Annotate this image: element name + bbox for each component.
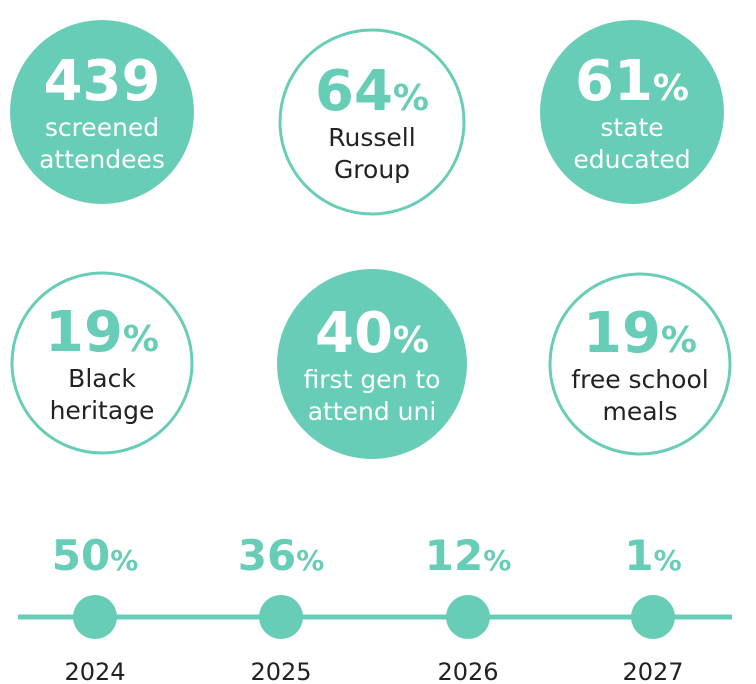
timeline-number: 12	[425, 531, 483, 580]
stat-number: 40	[315, 301, 393, 366]
stat-value: 19%	[583, 301, 697, 366]
stat-unit: %	[393, 78, 429, 119]
stat-unit: %	[661, 320, 697, 361]
stat-number: 64	[315, 59, 393, 124]
timeline-year: 2027	[622, 658, 683, 684]
timeline-unit: %	[654, 544, 682, 577]
timeline-value: 50%	[52, 531, 139, 580]
timeline-dot	[259, 595, 303, 639]
stat-unit: %	[393, 320, 429, 361]
stat-value: 439	[44, 49, 161, 114]
stat-number: 439	[44, 49, 161, 114]
timeline-value: 1%	[624, 531, 681, 580]
stat-value: 61%	[575, 49, 689, 114]
timeline-unit: %	[296, 544, 324, 577]
stat-unit: %	[123, 319, 159, 360]
stat-label: first gen to	[304, 365, 441, 394]
timeline-number: 50	[52, 531, 110, 580]
timeline-dot	[73, 595, 117, 639]
stat-label: attendees	[39, 145, 165, 174]
timeline-year: 2024	[64, 658, 125, 684]
timeline-year: 2026	[437, 658, 498, 684]
stat-label: Russell	[328, 123, 415, 152]
stat-label: Group	[334, 155, 410, 184]
stat-label: heritage	[50, 396, 155, 425]
stat-label: state	[600, 113, 663, 142]
stat-label: attend uni	[308, 397, 437, 426]
stat-label: free school	[571, 365, 708, 394]
stat-number: 19	[45, 300, 123, 365]
timeline-dot	[446, 595, 490, 639]
stat-value: 64%	[315, 59, 429, 124]
timeline-year: 2025	[250, 658, 311, 684]
stat-circle	[540, 20, 724, 204]
stat-label: Black	[68, 364, 136, 393]
timeline-dot	[631, 595, 675, 639]
stat-number: 19	[583, 301, 661, 366]
stat-circle	[10, 20, 194, 204]
timeline-value: 12%	[425, 531, 512, 580]
timeline-number: 36	[238, 531, 296, 580]
stat-value: 19%	[45, 300, 159, 365]
stat-circle	[278, 28, 466, 216]
stat-number: 61	[575, 49, 653, 114]
stat-label: educated	[573, 145, 690, 174]
timeline-unit: %	[110, 544, 138, 577]
stat-circle	[10, 271, 194, 455]
stat-circle	[548, 272, 732, 456]
timeline-number: 1	[624, 531, 653, 580]
stat-unit: %	[653, 68, 689, 109]
timeline-value: 36%	[238, 531, 325, 580]
stat-label: meals	[602, 397, 677, 426]
stat-value: 40%	[315, 301, 429, 366]
stat-label: screened	[45, 113, 159, 142]
timeline-unit: %	[483, 544, 511, 577]
stat-circle	[277, 269, 467, 459]
